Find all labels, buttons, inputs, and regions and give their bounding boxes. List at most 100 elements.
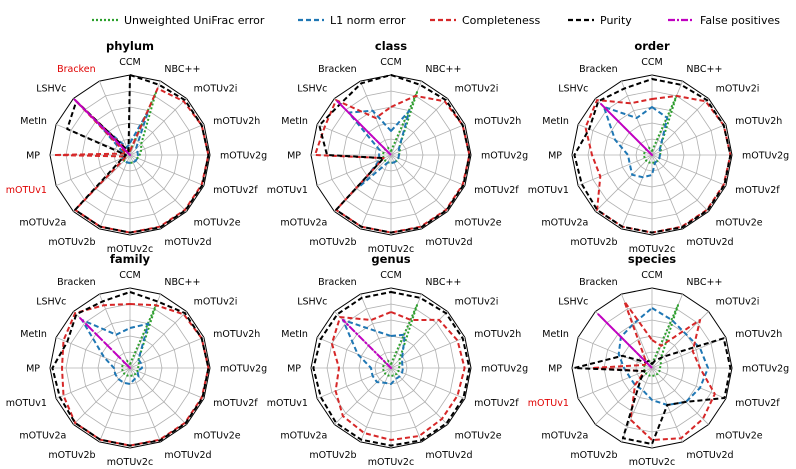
grid-spoke [129,337,205,369]
axis-label: mOTUv2e [716,431,763,442]
axis-label: MP [26,151,40,162]
axis-label: mOTUv2c [629,244,675,255]
axis-label: mOTUv2e [455,218,502,229]
grid-spoke [621,154,653,230]
axis-label: mOTUv2i [194,296,238,307]
series-completeness [53,87,210,234]
axis-label: mOTUv2a [19,218,66,229]
grid-spoke [577,337,653,369]
grid-spoke [316,154,392,186]
grid-spoke [55,337,131,369]
axis-label: CCM [380,270,401,281]
panel-title: genus [371,252,410,266]
grid-spoke [390,154,466,186]
axis-label: mOTUv2h [735,116,782,127]
axis-label: mOTUv2c [107,244,153,255]
axis-label: MetIn [281,116,308,127]
grid-spoke [595,154,653,212]
series-false-positives [341,318,392,369]
axis-label: mOTUv2h [474,329,521,340]
legend-label: Purity [600,14,632,27]
grid-spoke [651,154,683,230]
axis-label: NBC++ [686,277,722,288]
axis-label: mOTUv1 [267,185,308,196]
grid-spoke [129,367,205,399]
series-l1-norm-error [95,109,150,164]
axis-label: mOTUv2d [425,450,472,461]
series-purity [312,291,471,447]
axis-label: mOTUv2g [220,364,267,375]
series-false-positives [600,103,653,156]
legend-label: False positives [700,14,780,27]
axis-label: LSHVc [297,83,327,94]
radar-panel-species: CCM NBC++ mOTUv2i mOTUv2h mOTUv2g mOTUv2f mOTU… [528,252,789,468]
series-l1-norm-error [347,109,411,188]
axis-label: MetIn [20,329,47,340]
axis-label: mOTUv2g [742,364,789,375]
grid-spoke [99,293,131,369]
panel-title: class [375,39,407,53]
axis-label: mOTUv2f [735,398,780,409]
axis-label: mOTUv2c [107,457,153,468]
axis-label: mOTUv2h [213,329,260,340]
axis-label: NBC++ [164,277,200,288]
axis-label: mOTUv2c [368,457,414,468]
axis-label: mOTUv2h [213,116,260,127]
grid-spoke [360,367,392,443]
axis-label: MP [287,151,301,162]
axis-label: mOTUv1 [528,185,569,196]
axis-label: LSHVc [36,83,66,94]
axis-label: mOTUv2f [474,398,519,409]
axis-label: mOTUv2g [742,151,789,162]
axis-label: mOTUv2b [570,450,617,461]
grid-spoke [651,337,727,369]
axis-label: mOTUv2i [716,83,760,94]
axis-label: CCM [119,270,140,281]
grid-spoke [316,337,392,369]
axis-label: mOTUv2h [735,329,782,340]
grid-spoke [390,154,422,230]
grid-spoke [55,367,131,399]
series-unweighted-unifrac-error [643,304,679,377]
grid-spoke [99,154,131,230]
grid-spoke [595,367,653,425]
axis-label: mOTUv2d [425,237,472,248]
axis-label: Bracken [318,277,357,288]
axis-label: mOTUv2g [220,151,267,162]
legend-label: Unweighted UniFrac error [124,14,265,27]
axis-label: mOTUv2f [474,185,519,196]
axis-label: mOTUv2b [309,237,356,248]
panel-title: order [634,39,670,53]
axis-label: NBC++ [425,277,461,288]
radar-panel-genus: CCM NBC++ mOTUv2i mOTUv2h mOTUv2g mOTUv2f mOTU… [267,252,528,468]
grid-spoke [577,367,653,399]
axis-label: Bracken [318,64,357,75]
grid-spoke [390,124,466,156]
grid-spoke [73,367,131,425]
axis-label: mOTUv2d [686,237,733,248]
axis-label: mOTUv2a [280,218,327,229]
panel-title: phylum [106,39,154,53]
axis-label: mOTUv1 [6,185,47,196]
axis-label: CCM [641,270,662,281]
grid-spoke [390,337,466,369]
axis-label: MetIn [542,116,569,127]
axis-label: mOTUv2b [48,237,95,248]
grid-spoke [99,80,131,156]
axis-label: LSHVc [558,83,588,94]
grid-spoke [129,154,205,186]
series-completeness [591,300,716,441]
panel-title: family [110,252,151,266]
axis-label: CCM [641,57,662,68]
grid-spoke [577,154,653,186]
axis-label: MP [548,151,562,162]
grid-spoke [129,154,161,230]
grid-spoke [129,124,205,156]
axis-label: LSHVc [36,296,66,307]
series-purity [66,74,210,234]
series-completeness [330,311,466,441]
axis-label: NBC++ [686,64,722,75]
grid-spoke [651,154,709,212]
axis-label: mOTUv2i [455,83,499,94]
